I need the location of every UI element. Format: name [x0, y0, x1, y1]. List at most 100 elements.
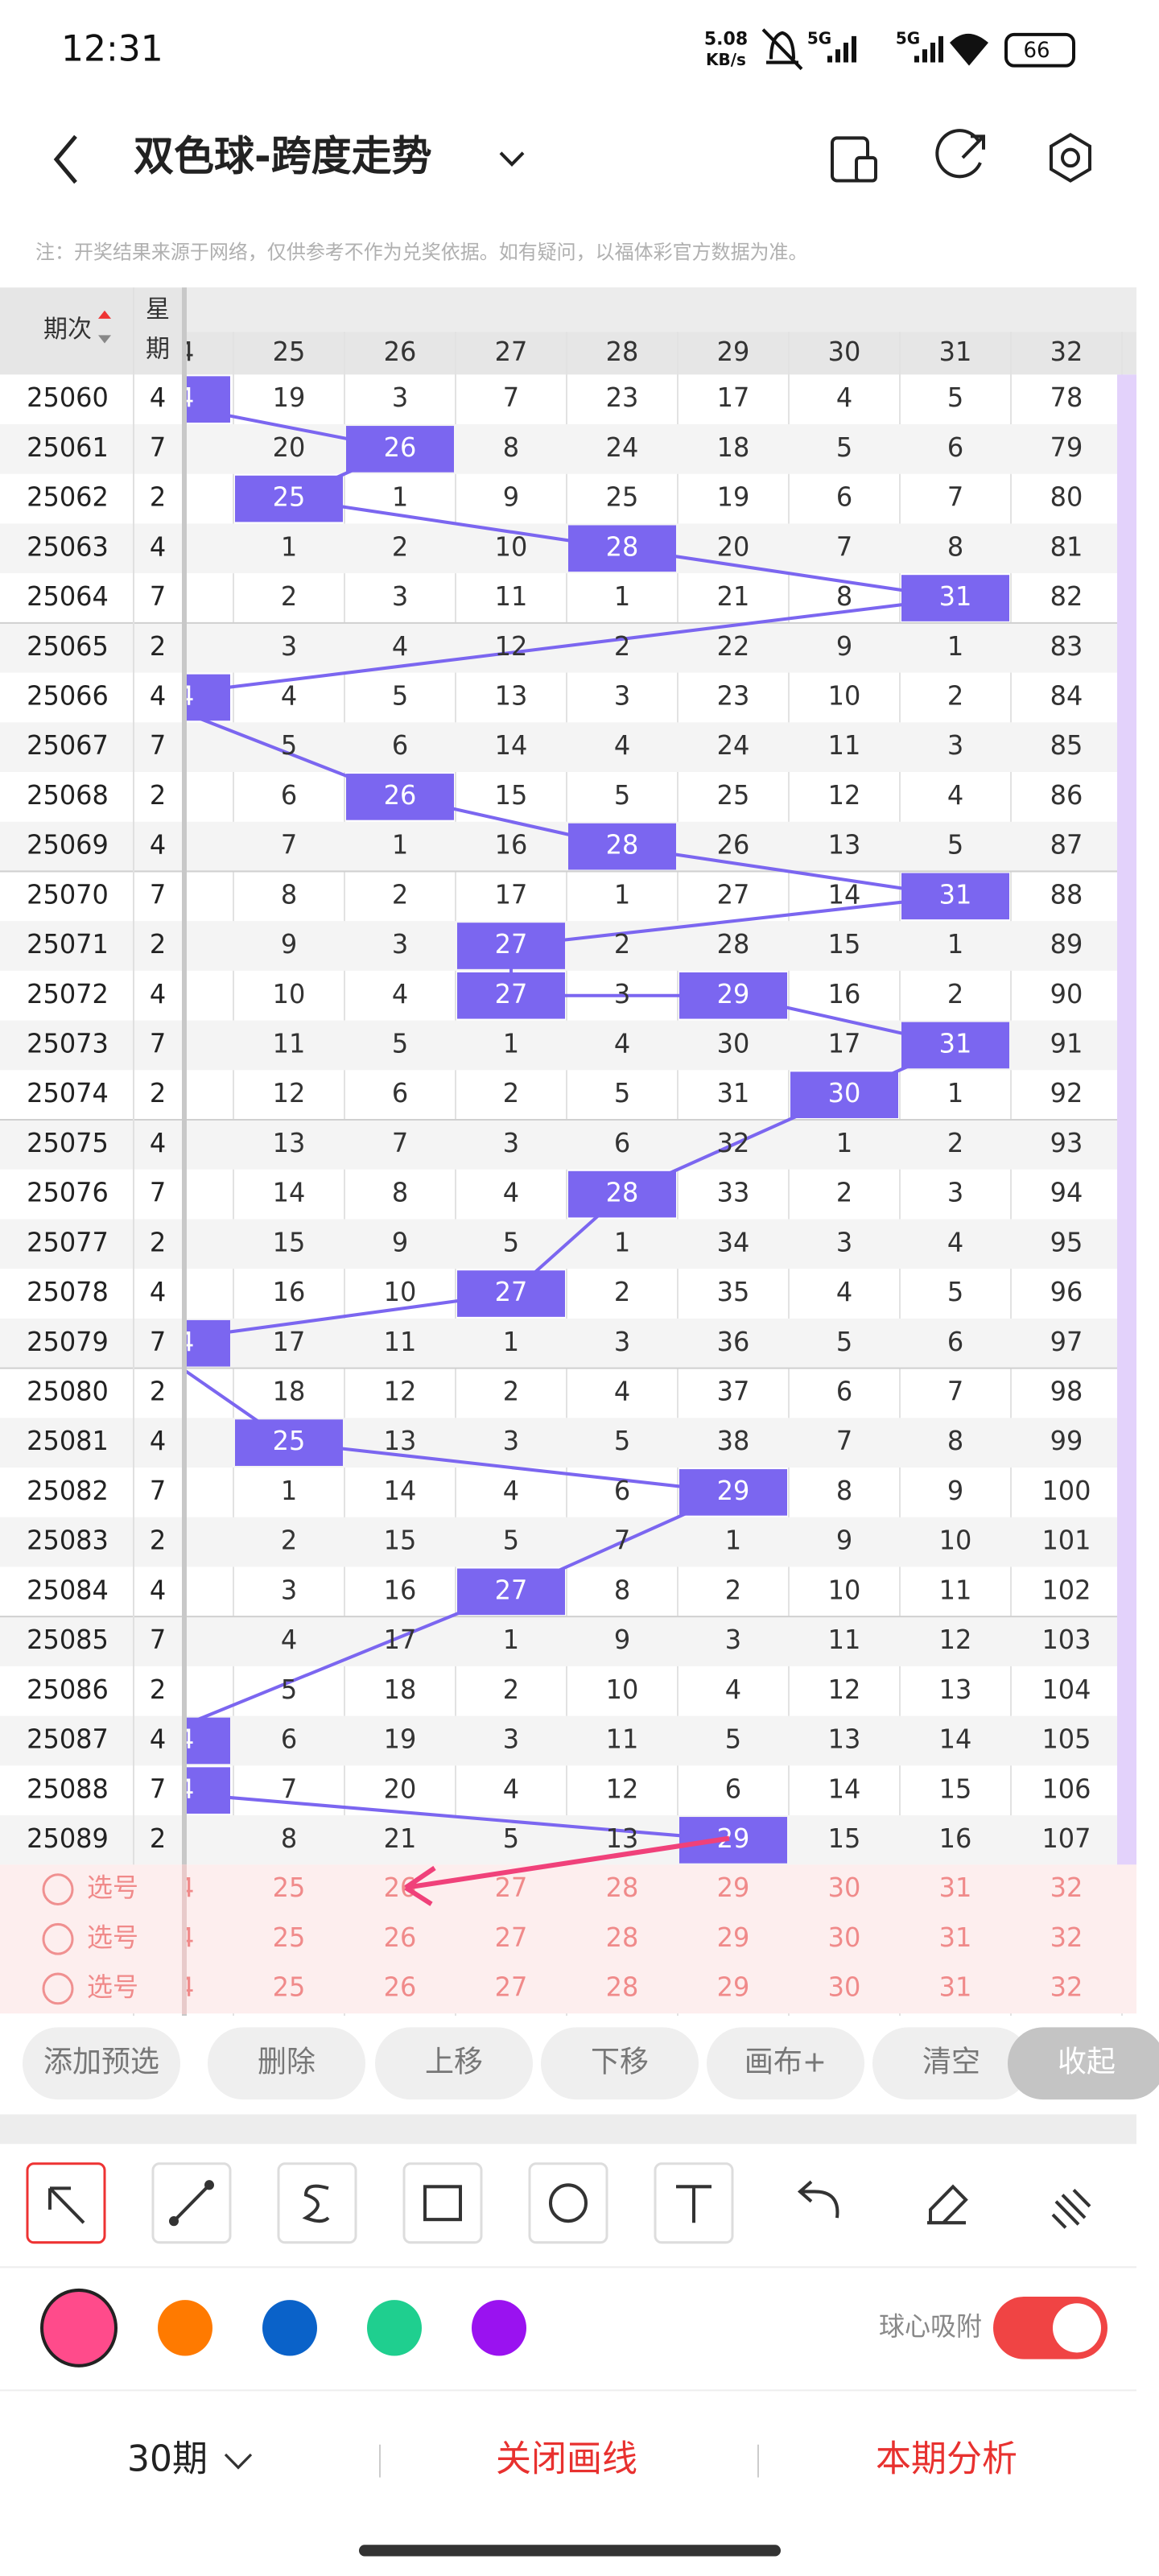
weekday: 4: [150, 531, 166, 562]
picker-radio[interactable]: [42, 1873, 74, 1906]
omission-value: 5: [503, 1823, 519, 1854]
tool-circle[interactable]: [528, 2162, 608, 2244]
action-button[interactable]: [375, 2027, 533, 2100]
back-button[interactable]: [53, 134, 77, 184]
picker-number[interactable]: 32: [1050, 1922, 1083, 1953]
picker-number[interactable]: 24: [162, 1971, 195, 2002]
period-select[interactable]: 30期: [127, 2438, 208, 2480]
tool-line[interactable]: [151, 2162, 232, 2244]
omission-value: 82: [1050, 581, 1083, 612]
span-value: 24: [162, 1724, 195, 1754]
omission-value: 24: [717, 730, 750, 761]
picker-number[interactable]: 25: [273, 1872, 306, 1903]
omission-value: 2: [947, 979, 963, 1009]
omission-value: 5: [947, 829, 963, 860]
toggle-knob: [1053, 2303, 1101, 2353]
action-button[interactable]: [872, 2027, 1030, 2100]
omission-value: 15: [273, 1227, 306, 1257]
picker-number[interactable]: 26: [384, 1971, 417, 2002]
picker-number[interactable]: 26: [384, 1922, 417, 1953]
omission-value: 1: [503, 1624, 519, 1655]
color-pink[interactable]: [40, 2288, 118, 2368]
picker-number[interactable]: 27: [495, 1922, 528, 1953]
settings-icon[interactable]: [1050, 132, 1091, 183]
picker-number[interactable]: 31: [939, 1971, 972, 2002]
issue: 25083: [27, 1525, 109, 1555]
picker-number[interactable]: 32: [1050, 1971, 1083, 2002]
omission-value: 98: [1050, 1376, 1083, 1406]
picker-number[interactable]: 32: [1050, 1872, 1083, 1903]
picker-number[interactable]: 31: [939, 1922, 972, 1953]
share-icon[interactable]: [935, 129, 985, 179]
tool-curve[interactable]: [277, 2162, 357, 2244]
omission-value: 5: [281, 1674, 297, 1705]
picker-number[interactable]: 28: [606, 1872, 639, 1903]
span-highlight: [235, 475, 343, 522]
tool-undo[interactable]: [797, 2180, 839, 2219]
picker-number[interactable]: 29: [717, 1971, 750, 2002]
picker-number[interactable]: 28: [606, 1922, 639, 1953]
title-dropdown[interactable]: [499, 151, 525, 167]
omission-value: 84: [1050, 680, 1083, 711]
picker-number[interactable]: 28: [606, 1971, 639, 2002]
action-button[interactable]: [208, 2027, 365, 2100]
sort-down[interactable]: [98, 335, 111, 344]
tool-text[interactable]: [654, 2162, 734, 2244]
span-highlight: [901, 575, 1009, 621]
picker-number[interactable]: 31: [939, 1872, 972, 1903]
trend-line: [288, 1441, 734, 1494]
picker-number[interactable]: 30: [828, 1922, 861, 1953]
omission-value: 5: [614, 1078, 630, 1108]
span-highlight: [679, 1469, 787, 1516]
omission-value: 3: [503, 1724, 519, 1754]
color-purple[interactable]: [472, 2300, 526, 2356]
issue: 25061: [27, 432, 109, 463]
picker-number[interactable]: 29: [717, 1922, 750, 1953]
weekday: 7: [150, 879, 166, 910]
picker-radio[interactable]: [42, 1922, 74, 1955]
action-button[interactable]: [707, 2027, 864, 2100]
picker-number[interactable]: 25: [273, 1971, 306, 2002]
omission-value: 79: [1050, 432, 1083, 463]
picker-number[interactable]: 24: [162, 1872, 195, 1903]
picker-number[interactable]: 27: [495, 1971, 528, 2002]
picker-number[interactable]: 25: [273, 1922, 306, 1953]
picker-number[interactable]: 27: [495, 1872, 528, 1903]
omission-value: 2: [503, 1376, 519, 1406]
omission-value: 81: [1050, 531, 1083, 562]
color-orange[interactable]: [158, 2300, 212, 2356]
column-header: 29: [717, 336, 750, 367]
column-header: 25: [273, 336, 306, 367]
tool-select[interactable]: [26, 2162, 106, 2244]
omission-value: 1: [503, 1028, 519, 1059]
sort-up[interactable]: [98, 310, 111, 319]
weekday: 7: [150, 1028, 166, 1059]
action-button[interactable]: [1008, 2027, 1159, 2100]
color-green[interactable]: [367, 2300, 422, 2356]
drawn-arrow: [404, 1835, 730, 1906]
tool-clear[interactable]: [1051, 2188, 1091, 2229]
action-button[interactable]: [23, 2027, 180, 2100]
picker-number[interactable]: 29: [717, 1872, 750, 1903]
span-highlight: [185, 674, 230, 721]
omission-value: 38: [717, 1426, 750, 1456]
close-drawing[interactable]: 关闭画线: [496, 2438, 637, 2480]
span-highlight: [457, 923, 565, 969]
omission-value: 1: [614, 879, 630, 910]
color-blue[interactable]: [262, 2300, 317, 2356]
omission-value: 14: [384, 1476, 417, 1506]
picker-number[interactable]: 24: [162, 1922, 195, 1953]
action-label: 收起: [1058, 2044, 1116, 2079]
picker-number[interactable]: 30: [828, 1872, 861, 1903]
omission-value: 2: [392, 879, 408, 910]
picker-radio[interactable]: [42, 1972, 74, 2005]
battery-level: 66: [1023, 39, 1050, 63]
action-button[interactable]: [541, 2027, 699, 2100]
tool-eraser[interactable]: [927, 2184, 968, 2225]
omission-value: 27: [717, 879, 750, 910]
tool-rect[interactable]: [402, 2162, 483, 2244]
issue: 25066: [27, 680, 109, 711]
omission-value: 2: [614, 929, 630, 960]
picker-number[interactable]: 30: [828, 1971, 861, 2002]
period-analysis[interactable]: 本期分析: [876, 2438, 1017, 2480]
